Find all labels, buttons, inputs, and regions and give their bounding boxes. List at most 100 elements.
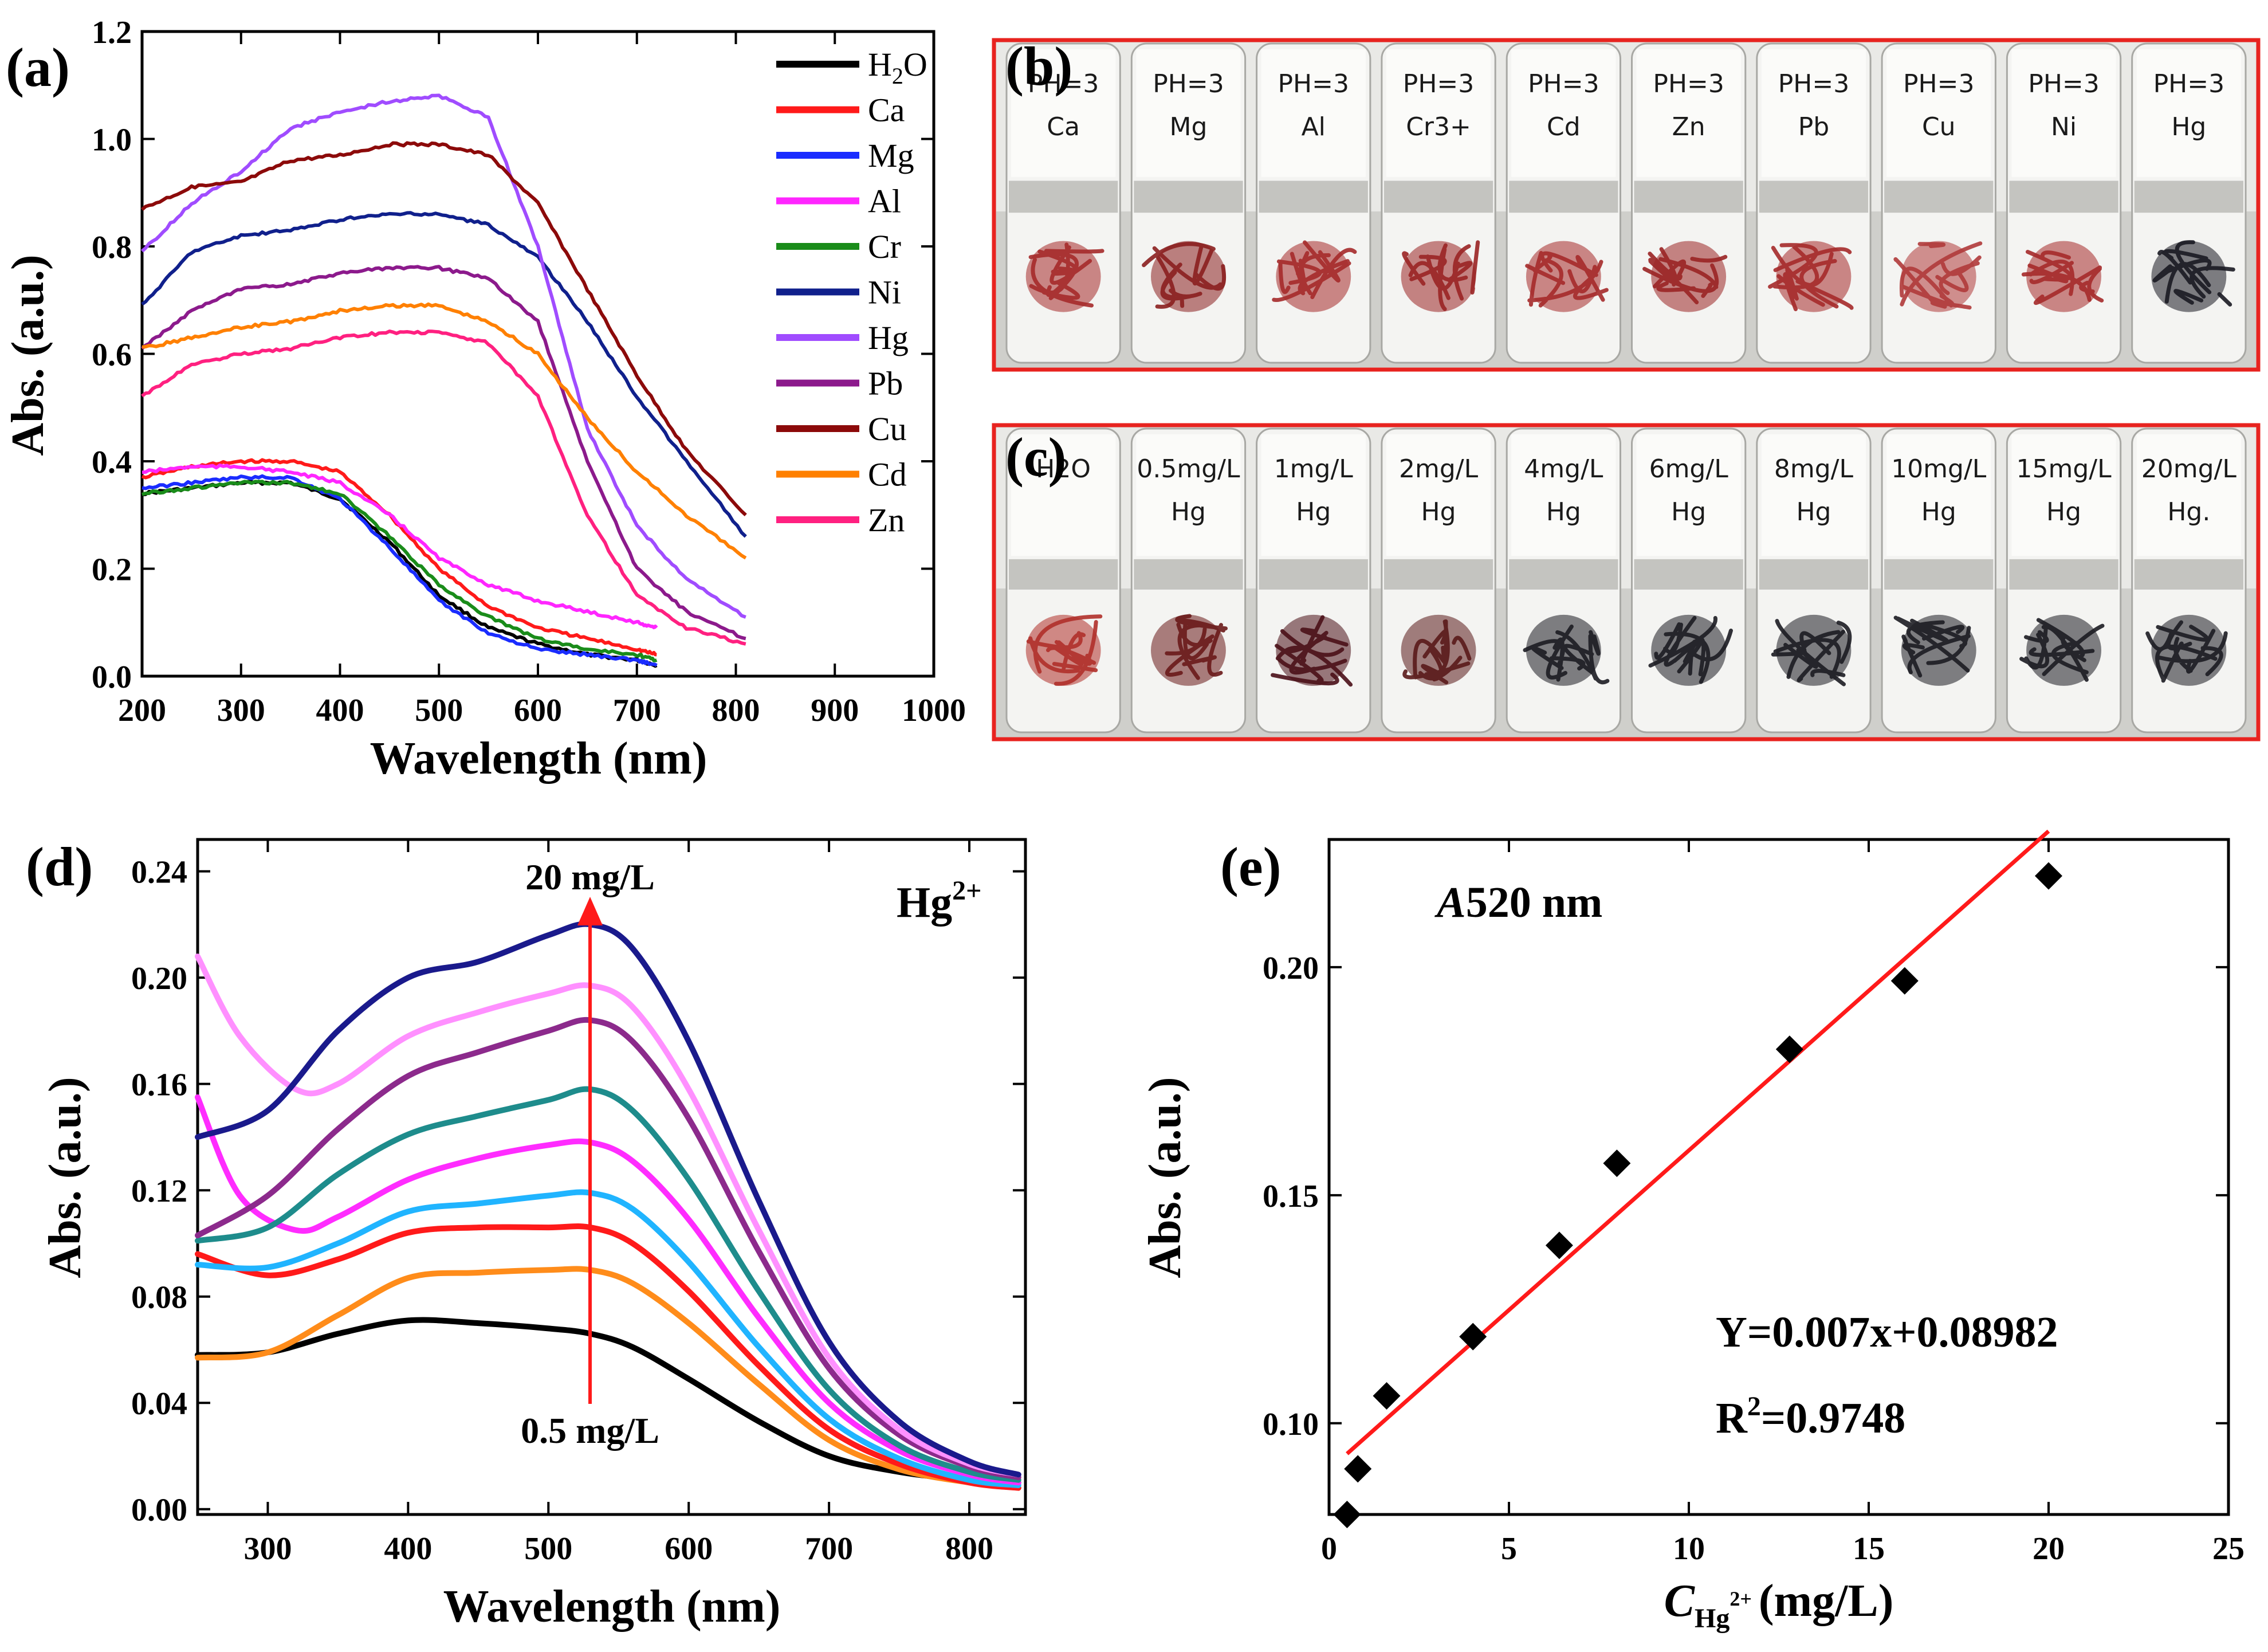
panel-d-ytick-label: 0.08 <box>131 1280 187 1316</box>
panel-b-tube: PH=3 Ni <box>2006 42 2122 364</box>
panel-a-legend-label: Mg <box>868 137 914 174</box>
panel-c-tube-line2: Hg <box>1171 497 1206 527</box>
panel-b-tube-label-paper <box>1261 49 1366 177</box>
panel-a-series-hg <box>140 93 746 619</box>
panel-c-tube-line1: 6mg/L <box>1649 454 1729 484</box>
panel-a-series-cr <box>141 480 658 662</box>
panel-b-tube: PH=3 Al <box>1256 42 1371 364</box>
panel-a-legend-label: Zn <box>868 501 905 539</box>
panel-d-series-line <box>195 953 1021 1478</box>
panel-e-title-italic: A <box>1434 878 1466 927</box>
panel-a-legend-label: Hg <box>868 319 909 356</box>
panel-e-ytick-label: 0.20 <box>1263 951 1319 986</box>
panel-c-tube: 10mg/L Hg <box>1881 427 1996 733</box>
panel-c-tube-band <box>1759 559 1869 590</box>
panel-a-series-zn <box>141 329 746 646</box>
panel-a-legend-label: Cr <box>868 228 901 265</box>
panel-e-xtick-label: 5 <box>1501 1531 1517 1567</box>
panel-b-tube: PH=3 Ca <box>1005 42 1121 364</box>
panel-b-tube-line1: PH=3 <box>2153 69 2224 99</box>
panel-a-ytick-label: 0.8 <box>92 230 132 265</box>
panel-d-series-line <box>195 1223 1021 1491</box>
panel-c-tube-band <box>1634 559 1743 590</box>
panel-b-tube: PH=3 Hg <box>2131 42 2247 364</box>
panel-e-xtick-label: 25 <box>2212 1531 2245 1567</box>
panel-c-tube-label-paper <box>2011 434 2116 556</box>
panel-e-ylabel: Abs. (a.u.) <box>1140 1077 1190 1278</box>
panel-b-tube-band <box>1134 180 1243 213</box>
panel-d-ylabel: Abs. (a.u.) <box>40 1077 91 1278</box>
panel-b-photo: PH=3CaPH=3MgPH=3AlPH=3Cr3+PH=3CdPH=3ZnPH… <box>992 36 2261 372</box>
panel-e-xlabel-c: C <box>1664 1576 1696 1626</box>
panel-e-equation: Y=0.007x+0.08982 <box>1716 1308 2058 1356</box>
panel-a-ytick-label: 0.2 <box>92 552 132 588</box>
panel-c-tube-band <box>1009 559 1118 590</box>
panel-e-data-point <box>2035 862 2062 890</box>
panel-c-tube-label-paper <box>1636 434 1741 556</box>
panel-c-tube-band <box>2134 559 2243 590</box>
panel-a-series-cd <box>141 302 747 560</box>
panel-b-tube-band <box>2134 180 2243 213</box>
panel-b-tube-band <box>1259 180 1368 213</box>
panel-c-tube-line2: Hg <box>1671 497 1706 527</box>
panel-d-xtick-label: 400 <box>384 1531 432 1567</box>
panel-a-series-ca <box>141 458 657 657</box>
panel-c-tube-fiber-mass <box>1526 614 1601 686</box>
panel-c-tube-line1: 1mg/L <box>1274 454 1354 484</box>
panel-a-xtick-label: 300 <box>217 693 265 728</box>
panel-b-tube: PH=3 Zn <box>1631 42 1747 364</box>
panel-b-tube-line2: Zn <box>1672 112 1705 142</box>
panel-b-tube: PH=3 Mg <box>1130 42 1247 364</box>
panel-e-xtick-label: 10 <box>1673 1531 1705 1567</box>
panel-c-tube-fiber-mass <box>1025 614 1101 686</box>
panel-e-data-point <box>1344 1455 1372 1483</box>
panel-d-series-line <box>195 1086 1021 1483</box>
panel-c-tube-fiber-mass <box>1276 614 1351 686</box>
panel-d-xtick-label: 800 <box>945 1531 993 1567</box>
panel-b-tube-line2: Al <box>1302 112 1326 142</box>
panel-d-series-line <box>195 1017 1021 1481</box>
panel-c-tube-band <box>2009 559 2118 590</box>
panel-c-tube-line2: Hg <box>2046 497 2081 527</box>
panel-a-series-cu <box>141 141 747 517</box>
panel-b-tube-band <box>2009 180 2118 213</box>
panel-d-series-line <box>195 921 1021 1478</box>
panel-b-tube-line2: Hg <box>2171 112 2206 142</box>
panel-a-ticks: 200 300 400 500 600 700 800 900 1000 0.0 0.2 0.4 0.6… <box>92 15 966 728</box>
panel-d-label: (d) <box>26 836 93 897</box>
panel-a-ytick-label: 0.0 <box>92 660 132 695</box>
panel-c-tube-label-paper <box>2136 434 2241 556</box>
panel-d-ytick-label: 0.16 <box>131 1068 187 1103</box>
panel-b-tube-fiber-mass <box>1651 241 1727 312</box>
panel-d-xtick-label: 700 <box>805 1531 853 1567</box>
panel-b-tube-band <box>1759 180 1869 213</box>
panel-a-xlabel: Wavelength (nm) <box>370 733 707 784</box>
panel-b-tube-line1: PH=3 <box>1028 69 1099 99</box>
panel-e-xtick-label: 20 <box>2033 1531 2065 1567</box>
panel-c-tube: 6mg/L Hg <box>1631 427 1747 733</box>
panel-b-tube-line2: Cr3+ <box>1406 112 1471 142</box>
panel-b-tube-line1: PH=3 <box>2028 69 2099 99</box>
panel-d-xtick-label: 600 <box>665 1531 713 1567</box>
panel-d-ion-text: Hg <box>897 878 952 927</box>
panel-a-xtick-label: 900 <box>811 693 859 728</box>
panel-a-series-ni <box>141 211 747 538</box>
panel-b-tube: PH=3 Cd <box>1506 42 1621 364</box>
panel-b-tube-label-paper <box>1511 49 1616 177</box>
panel-a-xtick-label: 500 <box>415 693 463 728</box>
panel-b-tube-line1: PH=3 <box>1778 69 1849 99</box>
panel-d-chart: (d) 300 400 500 600 700 800 0.00 0.04 0.08 0.12 0.… <box>26 836 1027 1632</box>
panel-a-series-pb <box>140 265 746 641</box>
panel-c-tube-fiber-mass <box>1151 614 1226 686</box>
panel-c-tube-line1: 2mg/L <box>1399 454 1479 484</box>
panel-e-ytick-label: 0.10 <box>1263 1407 1319 1442</box>
panel-c-tube-label-paper <box>1261 434 1366 556</box>
panel-b-tube-band <box>1009 180 1118 213</box>
panel-d-ion-sup: 2+ <box>952 876 981 906</box>
panel-b-tube-band <box>1383 180 1493 213</box>
panel-e-data-point <box>1459 1323 1487 1351</box>
panel-b-tube-band <box>1509 180 1618 213</box>
panel-b-tube-fiber-mass <box>2151 241 2227 312</box>
panel-e-ticks: 0 5 10 15 20 25 0.10 0.15 0.20 <box>1263 839 2245 1567</box>
panel-b-tube: PH=3 Cu <box>1881 42 1996 364</box>
